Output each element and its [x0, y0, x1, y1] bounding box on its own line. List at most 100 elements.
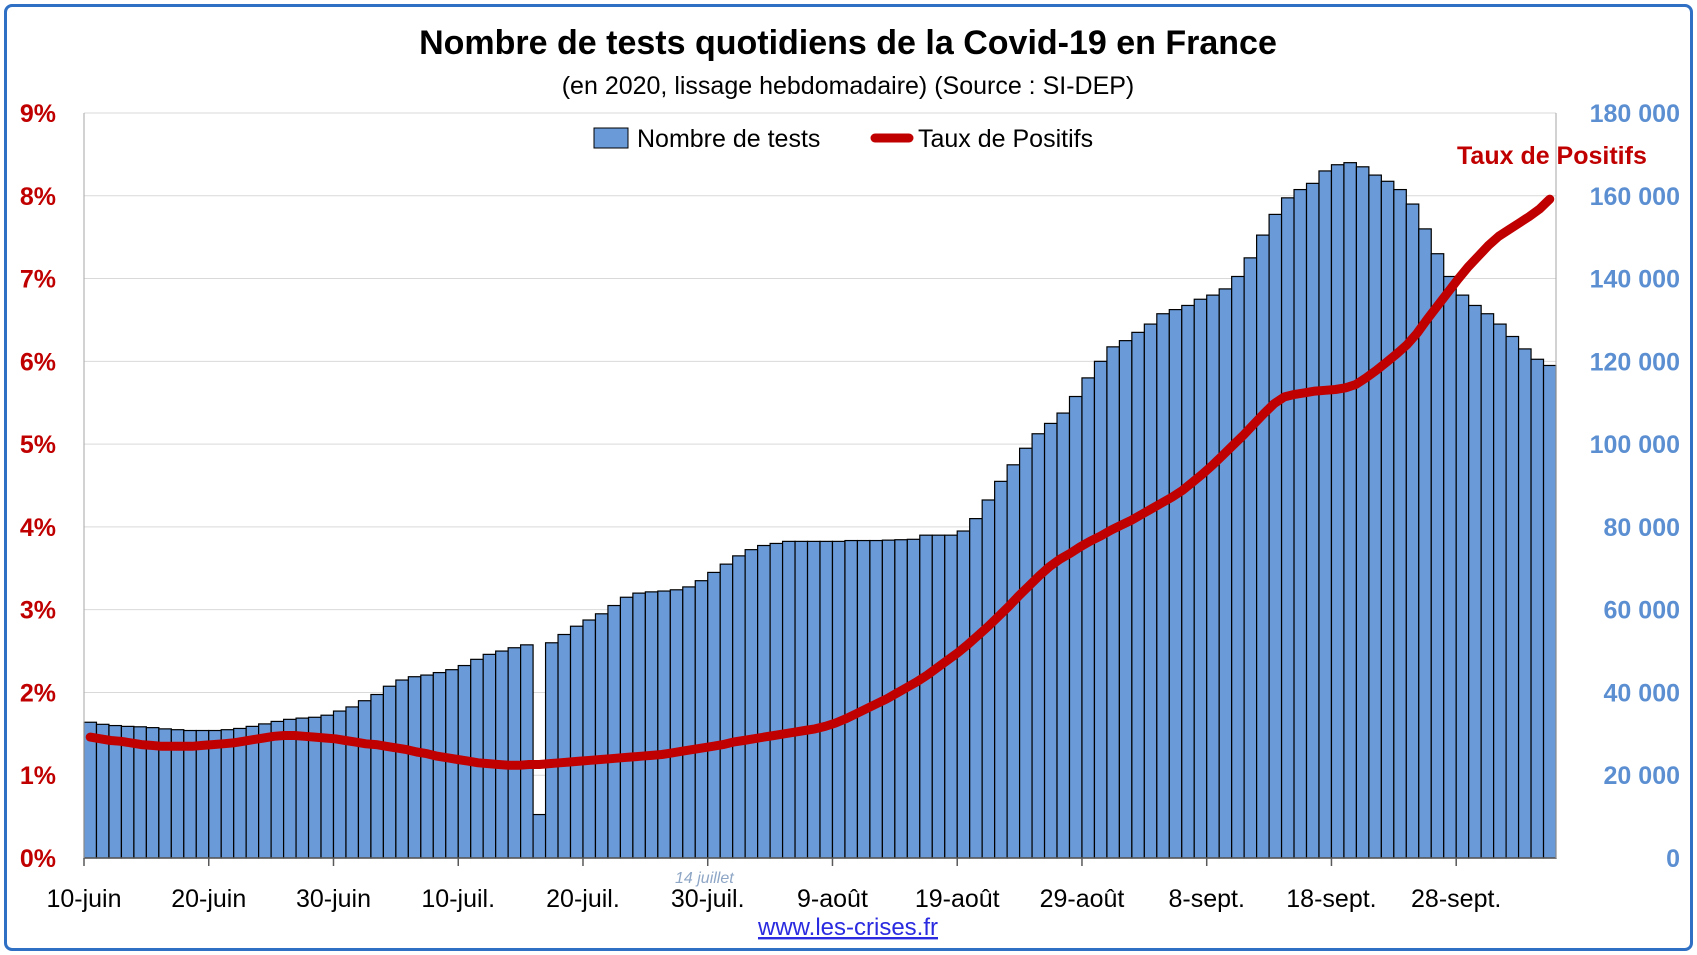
- bar: [744, 549, 759, 859]
- bar: [632, 592, 646, 859]
- y-axis-right-ticks: 0 20 000 40 000 60 000 80 000 100 000 120 000 1…: [1590, 100, 1680, 873]
- bar: [781, 540, 796, 859]
- bar: [445, 669, 459, 859]
- bar: [1031, 433, 1046, 859]
- bar: [1056, 412, 1071, 859]
- y-right-tick-label: 160 000: [1590, 183, 1680, 211]
- bar: [1006, 464, 1021, 859]
- bar: [1393, 188, 1407, 859]
- bar: [1131, 331, 1145, 859]
- bar: [582, 619, 597, 859]
- bar: [944, 534, 958, 859]
- website-link[interactable]: www.les-crises.fr: [757, 914, 938, 941]
- bar: [607, 604, 622, 859]
- bar: [894, 539, 908, 859]
- bar: [1156, 313, 1170, 859]
- bar: [520, 644, 534, 859]
- bar: [1343, 162, 1358, 859]
- bar: [395, 679, 409, 859]
- bar: [1380, 180, 1395, 859]
- bar: [994, 480, 1008, 859]
- legend-swatch-bars: [593, 127, 629, 149]
- bar: [1068, 395, 1083, 859]
- positivity-line: [85, 194, 1555, 770]
- x-tick-label: 19-août: [915, 885, 1000, 913]
- y-right-tick-label: 20 000: [1604, 762, 1680, 790]
- bar: [757, 544, 771, 859]
- bar: [507, 647, 522, 859]
- bar: [1443, 275, 1457, 859]
- bar: [844, 539, 859, 859]
- bar: [245, 725, 260, 859]
- bar: [1493, 323, 1507, 859]
- bar: [769, 542, 784, 859]
- legend: Nombre de tests Taux de Positifs: [593, 125, 1093, 153]
- bar: [482, 653, 497, 859]
- bar: [495, 650, 509, 859]
- y-right-tick-label: 140 000: [1590, 266, 1680, 294]
- bar: [906, 538, 921, 859]
- y-axis-left-ticks: 0% 1% 2% 3% 4% 5% 6% 7% 8% 9%: [20, 100, 56, 873]
- bar: [1430, 253, 1445, 859]
- bar: [594, 613, 609, 859]
- y-right-tick-label: 100 000: [1590, 431, 1680, 459]
- y-left-tick-label: 9%: [20, 100, 56, 128]
- bar: [806, 540, 821, 859]
- legend-label-line: Taux de Positifs: [918, 125, 1093, 153]
- line-series: [85, 194, 1555, 770]
- bar: [220, 729, 235, 859]
- y-left-tick-label: 7%: [20, 266, 56, 294]
- bar: [1280, 197, 1295, 859]
- bar: [282, 718, 297, 859]
- bar: [831, 540, 846, 859]
- y-left-tick-label: 0%: [20, 845, 56, 873]
- bar: [1355, 166, 1370, 859]
- x-tick-label: 20-juil.: [546, 885, 620, 913]
- bar: [1181, 304, 1195, 859]
- bar: [1480, 313, 1495, 859]
- bars-series: [83, 162, 1557, 859]
- bar: [1530, 358, 1545, 859]
- bar: [1330, 164, 1345, 859]
- bar: [1318, 170, 1333, 859]
- x-axis-ticks: 10-juin 20-juin 30-juin 10-juil. 20-juil. 30-…: [46, 858, 1501, 913]
- line-series-label: Taux de Positifs: [1457, 142, 1647, 170]
- x-tick-label: 10-juin: [46, 885, 121, 913]
- bar: [819, 540, 834, 859]
- x-tick-label: 29-août: [1040, 885, 1125, 913]
- y-right-tick-label: 40 000: [1604, 679, 1680, 707]
- bar: [1018, 447, 1033, 859]
- bar: [1218, 288, 1233, 859]
- x-tick-label: 30-juil.: [671, 885, 745, 913]
- bar: [919, 534, 933, 859]
- bar: [956, 530, 971, 859]
- y-left-tick-label: 1%: [20, 762, 56, 790]
- bar: [1542, 364, 1557, 859]
- bar: [1093, 360, 1108, 859]
- bar: [270, 720, 285, 859]
- bar: [532, 813, 547, 859]
- bar: [1468, 304, 1482, 859]
- bar: [432, 671, 447, 859]
- bar: [657, 590, 671, 859]
- bar: [707, 571, 721, 859]
- x-tick-label: 30-juin: [296, 885, 371, 913]
- bar: [569, 625, 584, 859]
- y-left-tick-label: 8%: [20, 183, 56, 211]
- bar: [1143, 323, 1158, 859]
- y-left-tick-label: 4%: [20, 514, 56, 542]
- x-tick-label: 9-août: [797, 885, 868, 913]
- chart-title: Nombre de tests quotidiens de la Covid-1…: [419, 24, 1277, 62]
- bar: [856, 539, 871, 859]
- bar: [931, 534, 946, 859]
- bar: [1455, 294, 1470, 859]
- bar: [1043, 422, 1058, 859]
- bar: [1243, 257, 1258, 859]
- y-right-tick-label: 80 000: [1604, 514, 1680, 542]
- bar: [382, 685, 397, 859]
- y-left-tick-label: 3%: [20, 597, 56, 625]
- bar: [1231, 275, 1245, 859]
- bar: [1368, 174, 1382, 859]
- bar: [1517, 348, 1532, 859]
